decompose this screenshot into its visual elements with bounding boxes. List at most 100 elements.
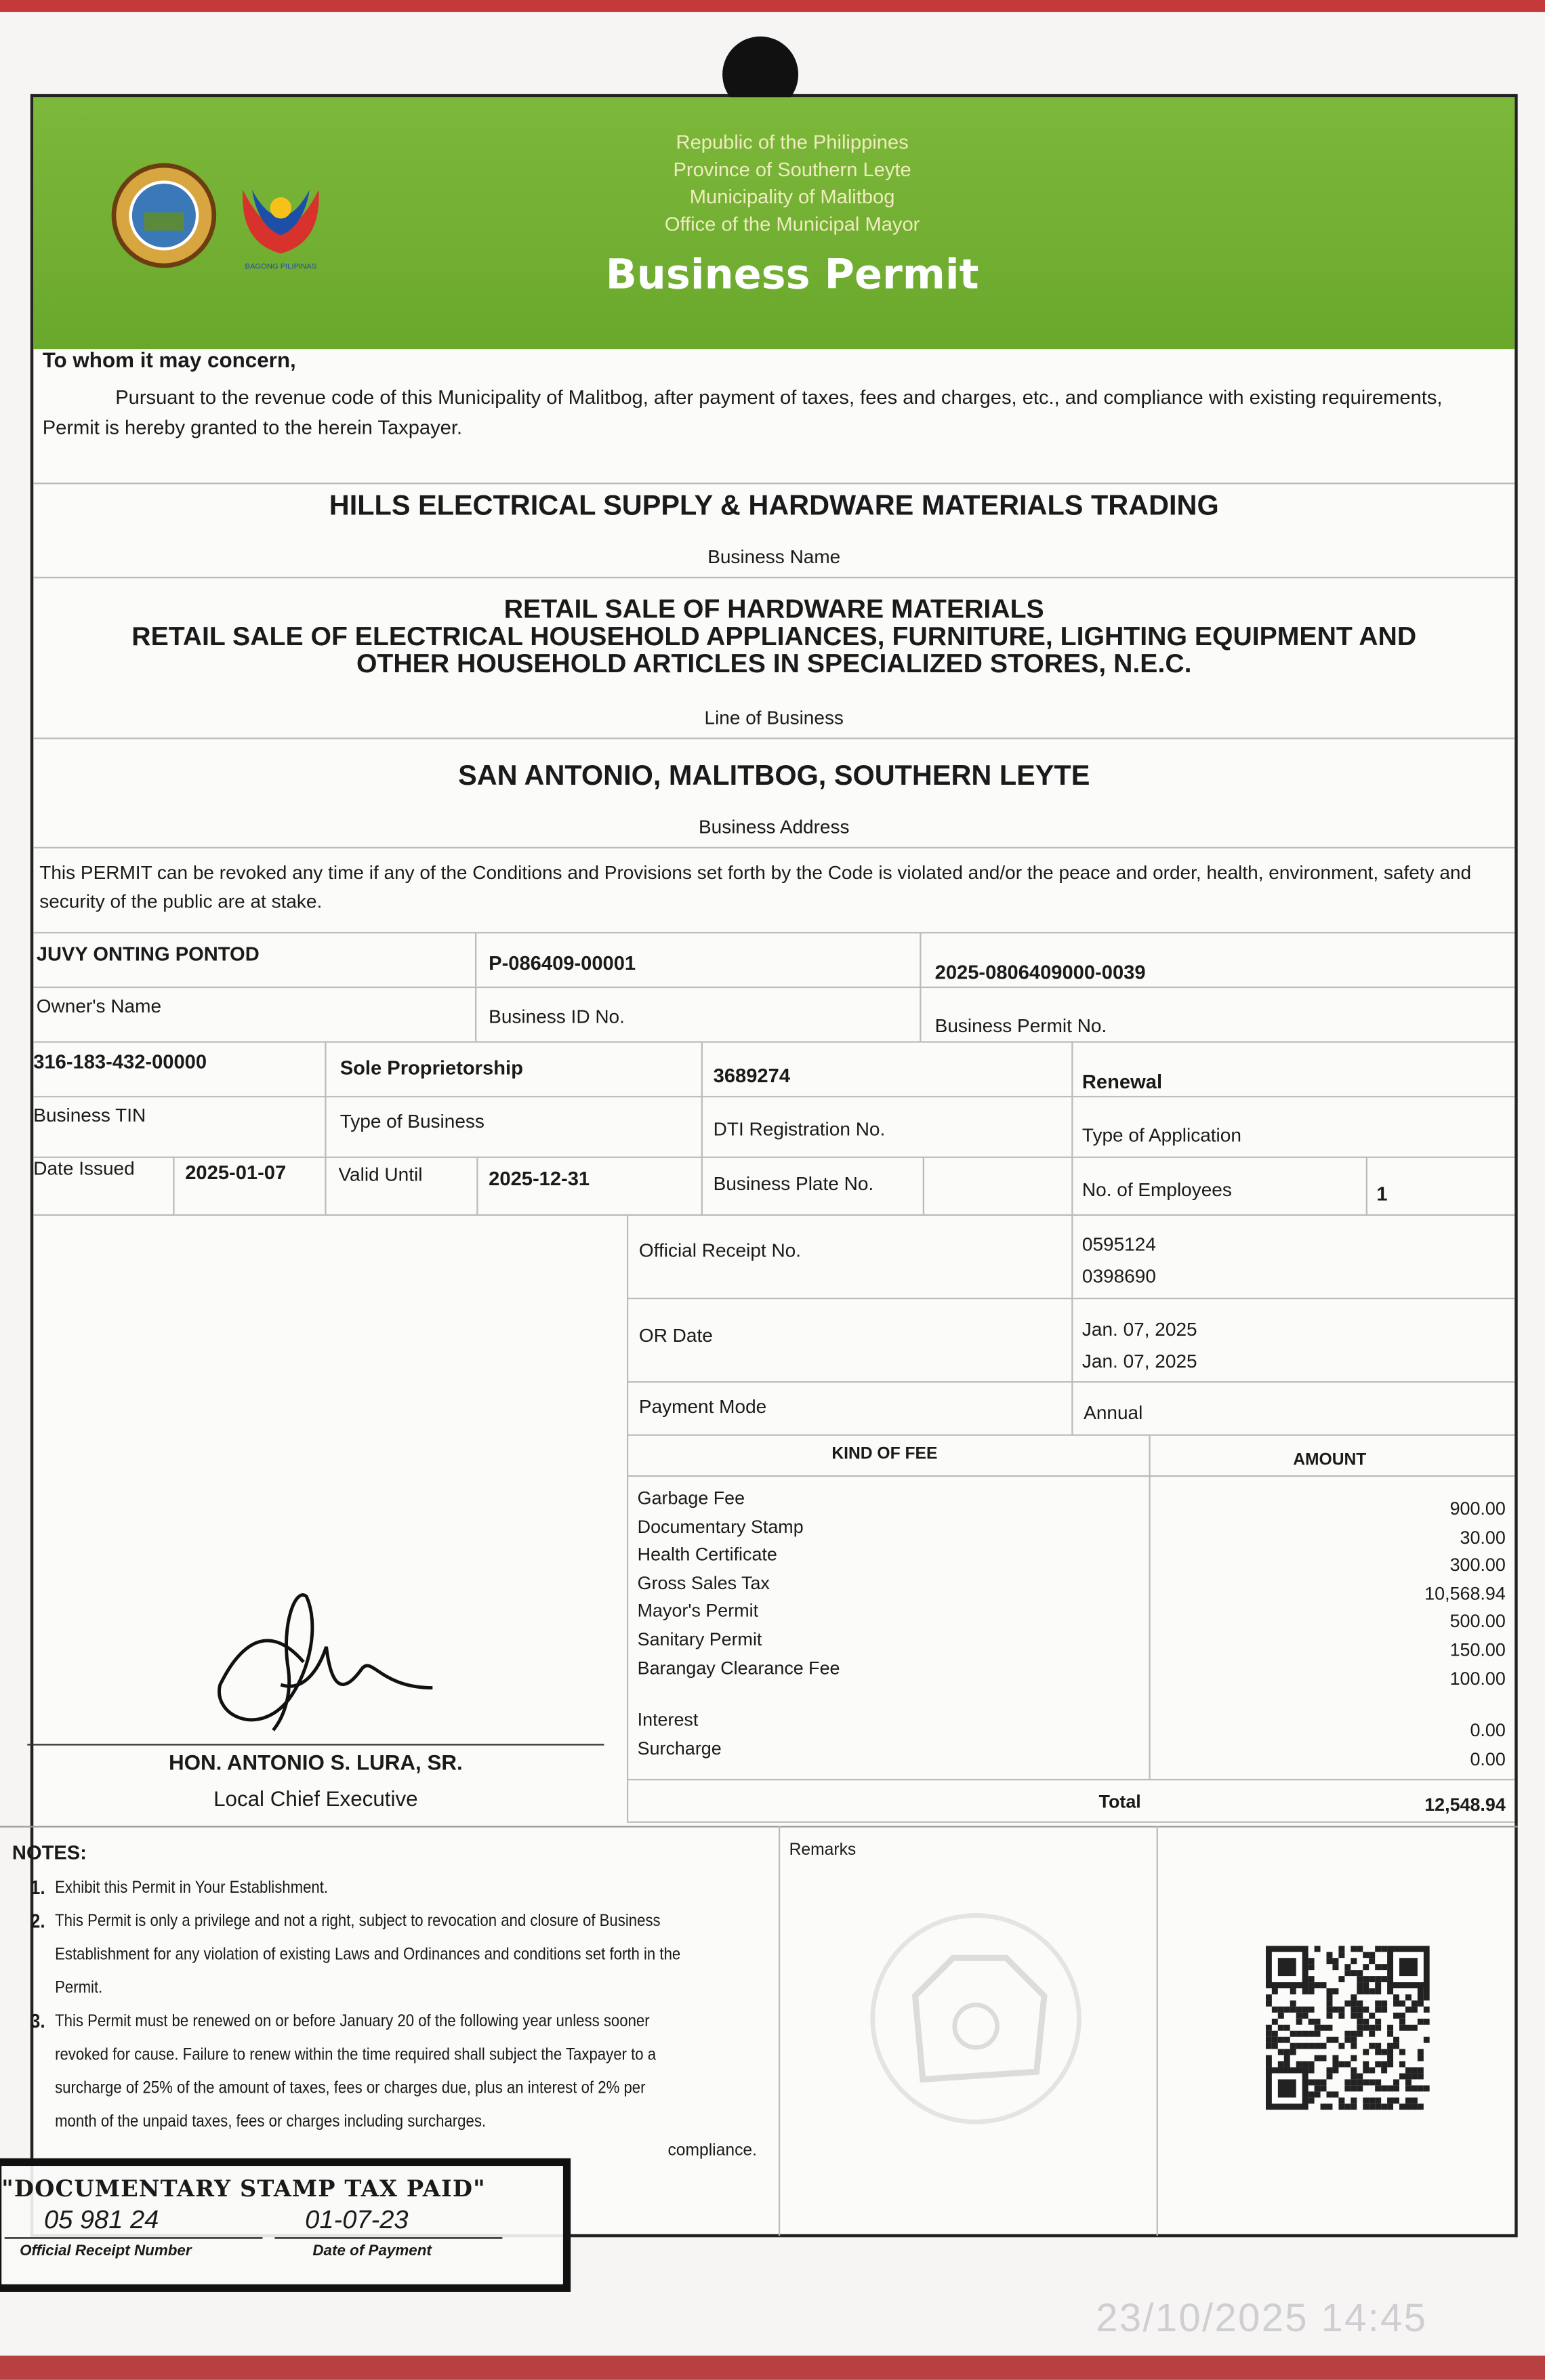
document-title: Business Permit	[605, 251, 979, 300]
header-line: Republic of the Philippines	[676, 130, 909, 154]
note-line: month of the unpaid taxes, fees or charg…	[55, 2112, 487, 2131]
fee-amount: 300.00	[1449, 1554, 1506, 1576]
note-line: Exhibit this Permit in Your Establishmen…	[55, 1879, 329, 1897]
header-line: Province of Southern Leyte	[673, 157, 911, 181]
revocation-clause: This PERMIT can be revoked any time if a…	[39, 862, 1472, 913]
date-issued-label: Date Issued	[33, 1157, 135, 1180]
line-of-business-item: RETAIL SALE OF HARDWARE MATERIALS	[503, 593, 1044, 624]
note-partial: compliance.	[667, 2141, 757, 2160]
note-item: 2. This Permit is only a privilege and no…	[30, 1905, 680, 2005]
business-id-label: Business ID No.	[489, 1006, 625, 1028]
total-value: 12,548.94	[1424, 1794, 1506, 1815]
or-dates: Jan. 07, 2025 Jan. 07, 2025	[1082, 1315, 1197, 1378]
fee-name: Barangay Clearance Fee	[637, 1656, 840, 1679]
payment-mode-value: Annual	[1084, 1402, 1143, 1424]
permit-no-value: 2025-0806409000-0039	[934, 960, 1146, 984]
business-address-label: Business Address	[698, 816, 850, 838]
signature	[218, 1593, 433, 1731]
employees-value: 1	[1376, 1182, 1388, 1206]
fee-name: Gross Sales Tax	[637, 1572, 770, 1594]
fee-name: Sanitary Permit	[637, 1628, 762, 1650]
signatory-title: Local Chief Executive	[213, 1786, 418, 1811]
stamp-receipt-number: 05 981 24	[43, 2205, 159, 2234]
employees-label: No. of Employees	[1082, 1179, 1232, 1201]
type-business-label: Type of Business	[339, 1111, 485, 1132]
dti-value: 3689274	[713, 1064, 791, 1087]
note-line: Permit.	[55, 1979, 103, 1998]
type-application-value: Renewal	[1082, 1069, 1163, 1093]
red-edge-bottom	[0, 2356, 1545, 2380]
note-line: surcharge of 25% of the amount of taxes,…	[55, 2079, 646, 2098]
notes-heading: NOTES:	[12, 1841, 87, 1864]
fee-name: Health Certificate	[637, 1544, 777, 1565]
or-date-label: OR Date	[638, 1325, 713, 1347]
intro-paragraph: Pursuant to the revenue code of this Mun…	[42, 385, 1443, 439]
fee-amount: 150.00	[1449, 1639, 1506, 1661]
fee-name: Garbage Fee	[637, 1487, 745, 1509]
or-value: 0595124	[1082, 1233, 1156, 1256]
tin-label: Business TIN	[33, 1105, 146, 1126]
dti-label: DTI Registration No.	[713, 1118, 886, 1141]
red-edge-top	[0, 0, 1545, 12]
line-of-business-item: OTHER HOUSEHOLD ARTICLES IN SPECIALIZED …	[356, 648, 1192, 679]
fee-amount: 900.00	[1449, 1498, 1506, 1519]
permit-no-label: Business Permit No.	[934, 1015, 1107, 1037]
stamp-payment-date: 01-07-23	[305, 2205, 409, 2234]
notes-list: 1. Exhibit this Permit in Your Establishm…	[30, 1872, 680, 2139]
stamp-receipt-label: Official Receipt Number	[20, 2243, 192, 2260]
tin-value: 316-183-432-00000	[33, 1050, 207, 1073]
fee-name: Mayor's Permit	[637, 1600, 759, 1622]
or-label: Official Receipt No.	[638, 1239, 802, 1262]
note-number: 1.	[30, 1876, 45, 1899]
plate-no-label: Business Plate No.	[713, 1173, 874, 1195]
note-line: Establishment for any violation of exist…	[55, 1946, 681, 1965]
stamp-date-label: Date of Payment	[312, 2243, 432, 2260]
fee-name: Surcharge	[637, 1738, 722, 1759]
line-of-business-item: RETAIL SALE OF ELECTRICAL HOUSEHOLD APPL…	[131, 621, 1417, 651]
owner-name-value: JUVY ONTING PONTOD	[36, 942, 260, 966]
note-line: This Permit is only a privilege and not …	[55, 1912, 661, 1931]
header-line: Municipality of Malitbog	[689, 185, 895, 208]
note-number: 2.	[30, 1909, 45, 1933]
fee-name: Documentary Stamp	[637, 1515, 804, 1537]
header-line: Office of the Municipal Mayor	[664, 212, 920, 236]
note-line: revoked for cause. Failure to renew with…	[55, 2046, 657, 2064]
fee-amount: 0.00	[1470, 1719, 1506, 1741]
business-address: SAN ANTONIO, MALITBOG, SOUTHERN LEYTE	[458, 758, 1090, 791]
valid-until-label: Valid Until	[338, 1164, 423, 1186]
kind-of-fee-header: KIND OF FEE	[831, 1445, 938, 1464]
stamp-title: "DOCUMENTARY STAMP TAX PAID"	[1, 2175, 486, 2202]
business-name-label: Business Name	[707, 546, 841, 568]
note-line: This Permit must be renewed on or before…	[55, 2012, 650, 2031]
line-of-business: RETAIL SALE OF HARDWARE MATERIALS RETAIL…	[33, 595, 1515, 677]
fee-amount: 0.00	[1470, 1748, 1506, 1770]
date-issued-value: 2025-01-07	[185, 1161, 287, 1184]
fee-amount: 500.00	[1449, 1611, 1506, 1633]
valid-until-value: 2025-12-31	[489, 1167, 590, 1190]
permit-document	[30, 94, 1518, 2238]
municipal-seal-icon	[111, 163, 217, 268]
line-of-business-label: Line of Business	[704, 707, 844, 729]
salutation: To whom it may concern,	[42, 347, 296, 372]
svg-text:BAGONG PILIPINAS: BAGONG PILIPINAS	[245, 262, 316, 270]
or-date: Jan. 07, 2025	[1082, 1351, 1197, 1372]
payment-mode-label: Payment Mode	[638, 1396, 767, 1418]
signatory-name: HON. ANTONIO S. LURA, SR.	[168, 1750, 463, 1775]
note-item: 1. Exhibit this Permit in Your Establishm…	[30, 1872, 680, 1905]
business-id-value: P-086409-00001	[489, 951, 636, 974]
qr-code[interactable]	[1265, 1946, 1430, 2116]
remarks-label: Remarks	[789, 1841, 857, 1860]
fee-amount: 10,568.94	[1424, 1582, 1506, 1604]
or-date: Jan. 07, 2025	[1082, 1319, 1197, 1340]
fee-amount: 30.00	[1460, 1526, 1506, 1548]
owner-name-label: Owner's Name	[36, 996, 162, 1017]
fee-name: Interest	[637, 1708, 699, 1731]
amount-header: AMOUNT	[1293, 1451, 1367, 1470]
note-number: 3.	[30, 2009, 45, 2032]
photo-timestamp: 23/10/2025 14:45	[1096, 2295, 1428, 2341]
embossed-seal-icon	[870, 1913, 1082, 2125]
type-application-label: Type of Application	[1082, 1124, 1241, 1146]
type-business-value: Sole Proprietorship	[339, 1056, 523, 1080]
note-item: 3. This Permit must be renewed on or befo…	[30, 2005, 680, 2139]
